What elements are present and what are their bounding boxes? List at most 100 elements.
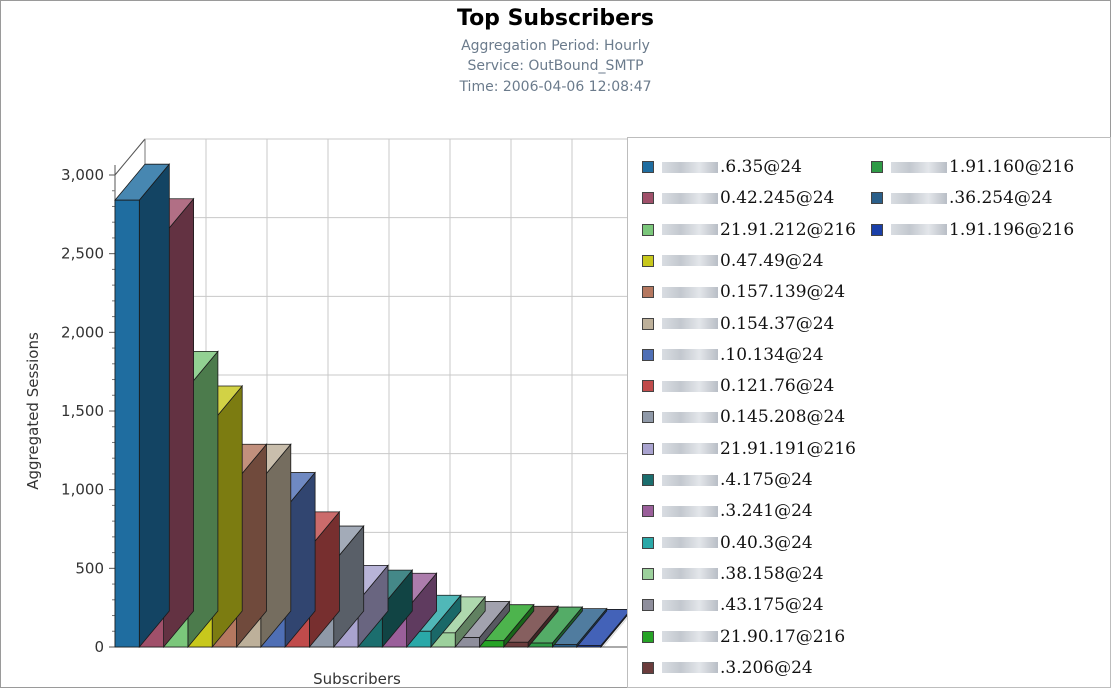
legend-label: 0.154.37@24 bbox=[720, 313, 835, 334]
redacted-ip-prefix bbox=[662, 224, 718, 236]
legend-label: 0.40.3@24 bbox=[720, 532, 813, 553]
bar-front bbox=[114, 199, 140, 648]
redacted-ip-prefix bbox=[662, 631, 718, 642]
legend-item: .36.254@24 bbox=[871, 187, 1053, 209]
redacted-ip-prefix bbox=[662, 286, 718, 298]
legend-swatch bbox=[642, 348, 654, 361]
legend-item: .43.175@24 bbox=[642, 594, 824, 616]
y-tick-label: 0 bbox=[94, 638, 104, 656]
legend-label: .3.206@24 bbox=[720, 657, 813, 678]
redacted-ip-prefix bbox=[662, 411, 718, 423]
legend-swatch bbox=[642, 536, 654, 549]
legend-item: 0.157.139@24 bbox=[642, 281, 845, 303]
redacted-ip-prefix bbox=[662, 568, 718, 580]
bars bbox=[114, 163, 632, 649]
legend-item: 0.40.3@24 bbox=[642, 532, 813, 554]
legend-swatch bbox=[642, 380, 654, 393]
legend-item: .3.241@24 bbox=[642, 500, 813, 522]
legend-item: 0.154.37@24 bbox=[642, 313, 834, 335]
bar bbox=[551, 607, 608, 649]
legend-item: 21.91.191@216 bbox=[642, 438, 856, 460]
legend-label: 1.91.160@216 bbox=[949, 157, 1075, 177]
legend-item: 0.42.245@24 bbox=[642, 187, 834, 209]
y-tick-label: 500 bbox=[75, 559, 104, 577]
legend-item: .3.206@24 bbox=[642, 657, 813, 679]
legend-item: .6.35@24 bbox=[642, 156, 802, 178]
legend-label: 21.91.212@216 bbox=[720, 219, 856, 240]
bar-side bbox=[138, 163, 170, 649]
legend-swatch bbox=[642, 192, 654, 205]
bar-front bbox=[527, 642, 553, 648]
legend-label: 21.91.191@216 bbox=[720, 438, 856, 459]
legend-swatch bbox=[642, 661, 654, 674]
legend-item: 1.91.160@216 bbox=[871, 156, 1074, 178]
legend-swatch bbox=[642, 286, 654, 299]
redacted-ip-prefix bbox=[662, 599, 718, 611]
bar bbox=[502, 605, 559, 649]
redacted-ip-prefix bbox=[662, 505, 718, 517]
legend-label: .10.134@24 bbox=[720, 344, 824, 365]
legend-label: 0.42.245@24 bbox=[720, 188, 835, 209]
legend-item: 1.91.196@216 bbox=[871, 219, 1074, 241]
redacted-ip-prefix bbox=[891, 161, 947, 173]
y-tick-label: 2,000 bbox=[61, 323, 104, 341]
legend-swatch bbox=[642, 223, 654, 236]
legend-label: .6.35@24 bbox=[720, 157, 802, 177]
redacted-ip-prefix bbox=[662, 161, 718, 173]
legend-swatch bbox=[871, 161, 883, 173]
redacted-ip-prefix bbox=[891, 192, 947, 204]
legend-item: .10.134@24 bbox=[642, 344, 824, 366]
bar bbox=[527, 605, 584, 649]
legend-item: .4.175@24 bbox=[642, 469, 813, 491]
redacted-ip-prefix bbox=[662, 349, 718, 361]
legend-item: 0.121.76@24 bbox=[642, 375, 834, 397]
legend-item: 21.91.212@216 bbox=[642, 219, 856, 241]
subtitle-aggregation-period: Aggregation Period: Hourly bbox=[461, 38, 650, 54]
legend-item: 21.90.17@216 bbox=[642, 626, 845, 648]
redacted-ip-prefix bbox=[662, 318, 718, 329]
legend-swatch bbox=[642, 599, 654, 612]
legend-label: 0.121.76@24 bbox=[720, 376, 835, 397]
legend-label: .36.254@24 bbox=[949, 188, 1053, 209]
legend-swatch bbox=[642, 474, 654, 486]
legend-item: 0.47.49@24 bbox=[642, 250, 824, 272]
bar bbox=[478, 603, 535, 649]
x-axis-label: Subscribers bbox=[313, 670, 401, 688]
chart-title: Top Subscribers bbox=[456, 6, 654, 31]
subtitle-time: Time: 2006-04-06 12:08:47 bbox=[459, 79, 652, 95]
redacted-ip-prefix bbox=[662, 474, 718, 486]
bar bbox=[114, 163, 171, 649]
bar-front bbox=[552, 644, 578, 648]
legend-label: 21.90.17@216 bbox=[720, 626, 846, 647]
legend-swatch bbox=[642, 630, 654, 643]
legend-label: .43.175@24 bbox=[720, 595, 824, 616]
y-tick-label: 2,500 bbox=[61, 245, 104, 263]
legend: .6.35@24 1.91.160@216 0.42.245@24 .36.254@2… bbox=[627, 137, 1111, 688]
legend-swatch bbox=[871, 192, 883, 205]
legend-label: 0.157.139@24 bbox=[720, 282, 846, 303]
y-tick-label: 1,000 bbox=[61, 481, 104, 499]
legend-swatch bbox=[642, 161, 654, 173]
legend-label: 0.145.208@24 bbox=[720, 407, 846, 428]
legend-swatch bbox=[642, 317, 654, 330]
legend-label: .3.241@24 bbox=[720, 501, 813, 522]
y-tick-label: 3,000 bbox=[61, 166, 104, 184]
legend-label: 0.47.49@24 bbox=[720, 250, 824, 271]
y-axis-label: Aggregated Sessions bbox=[24, 332, 42, 490]
legend-label: .4.175@24 bbox=[720, 470, 813, 490]
legend-swatch bbox=[871, 223, 883, 236]
legend-item: .38.158@24 bbox=[642, 563, 824, 585]
redacted-ip-prefix bbox=[662, 443, 718, 455]
redacted-ip-prefix bbox=[662, 192, 718, 204]
legend-swatch bbox=[642, 567, 654, 580]
legend-swatch bbox=[642, 505, 654, 518]
legend-swatch bbox=[642, 442, 654, 455]
legend-item: 0.145.208@24 bbox=[642, 406, 845, 428]
legend-label: .38.158@24 bbox=[720, 563, 824, 584]
redacted-ip-prefix bbox=[662, 255, 718, 267]
bar-front bbox=[576, 645, 602, 648]
redacted-ip-prefix bbox=[662, 537, 718, 549]
legend-swatch bbox=[642, 411, 654, 424]
y-axis-top-edge bbox=[114, 138, 146, 176]
redacted-ip-prefix bbox=[662, 380, 718, 392]
